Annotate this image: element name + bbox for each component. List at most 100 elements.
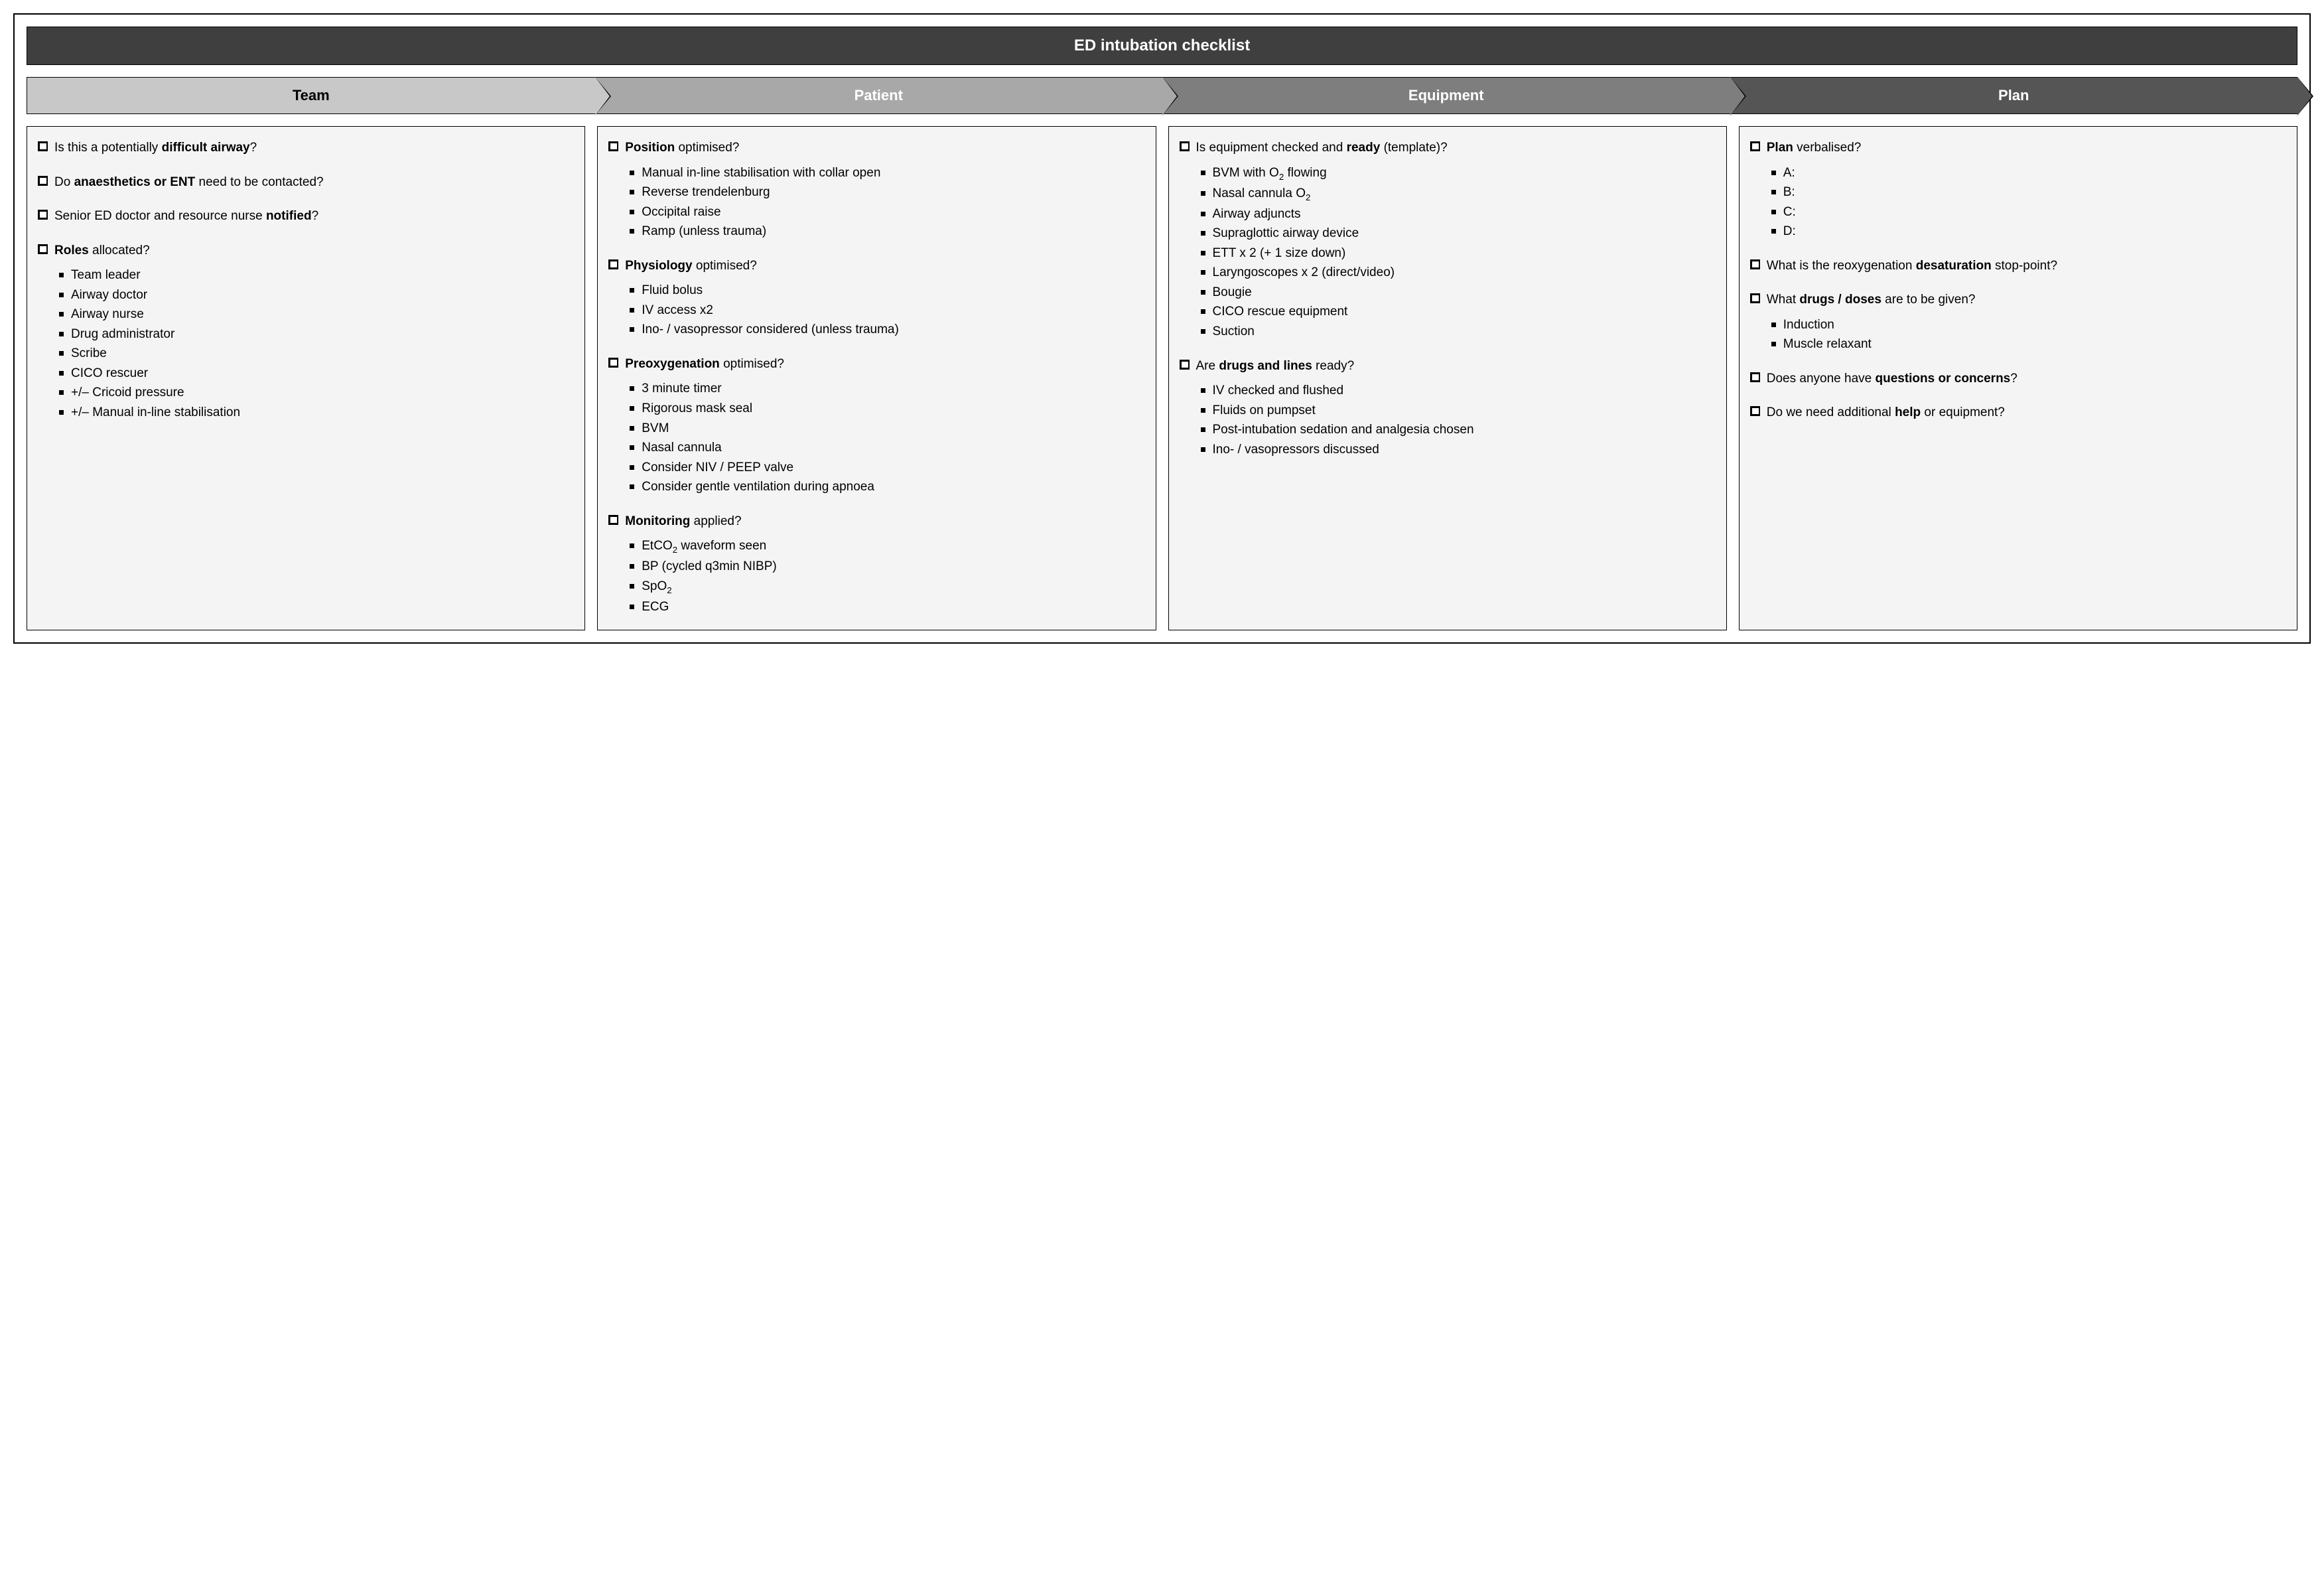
sub-list-item: Scribe: [59, 344, 574, 363]
columns-container: Is this a potentially difficult airway? D…: [27, 126, 2297, 630]
chevron-row: Team Patient Equipment Plan: [27, 77, 2297, 114]
checkbox-icon[interactable]: [38, 244, 48, 254]
sub-list-item: Airway doctor: [59, 286, 574, 305]
checkbox-icon[interactable]: [38, 141, 48, 151]
checklist-item: Does anyone have questions or concerns?: [1750, 370, 2286, 388]
sub-list-item: D:: [1771, 222, 2286, 241]
column-plan: Plan verbalised? A:B:C:D: What is the reox…: [1739, 126, 2297, 630]
sub-list-item: Drug administrator: [59, 325, 574, 344]
checklist-item: Position optimised?: [608, 139, 1144, 157]
checkbox-icon[interactable]: [608, 141, 618, 151]
sub-list-item: CICO rescue equipment: [1201, 303, 1716, 321]
checklist-item-text: Roles allocated?: [54, 242, 574, 260]
sub-list: IV checked and flushedFluids on pumpsetP…: [1201, 382, 1716, 459]
checkbox-icon[interactable]: [38, 176, 48, 186]
sub-list-item: EtCO2 waveform seen: [630, 537, 1144, 556]
sub-list: A:B:C:D:: [1771, 164, 2286, 241]
checklist-item: Physiology optimised?: [608, 257, 1144, 275]
sub-list: 3 minute timerRigorous mask sealBVMNasal…: [630, 380, 1144, 496]
checklist-item-text: Plan verbalised?: [1767, 139, 2286, 157]
sub-list-item: Suction: [1201, 323, 1716, 341]
title-bar: ED intubation checklist: [27, 27, 2297, 65]
sub-list-item: A:: [1771, 164, 2286, 182]
checklist-item-text: Physiology optimised?: [625, 257, 1144, 275]
checklist-frame: ED intubation checklist Team Patient Equ…: [13, 13, 2311, 644]
sub-list-item: Airway nurse: [59, 305, 574, 324]
checklist-item: Do anaesthetics or ENT need to be contac…: [38, 173, 574, 192]
sub-list-item: Rigorous mask seal: [630, 399, 1144, 418]
checklist-item-text: Senior ED doctor and resource nurse noti…: [54, 207, 574, 226]
sub-list-item: Post-intubation sedation and analgesia c…: [1201, 421, 1716, 439]
checklist-item: Plan verbalised?: [1750, 139, 2286, 157]
checklist-item-text: Are drugs and lines ready?: [1196, 357, 1716, 376]
checklist-item: Are drugs and lines ready?: [1180, 357, 1716, 376]
sub-list: Fluid bolusIV access x2Ino- / vasopresso…: [630, 281, 1144, 339]
checklist-item-text: Is equipment checked and ready (template…: [1196, 139, 1716, 157]
sub-list-item: Ramp (unless trauma): [630, 222, 1144, 241]
checklist-item-text: Monitoring applied?: [625, 512, 1144, 531]
checklist-item: Preoxygenation optimised?: [608, 355, 1144, 374]
sub-list-item: +/– Manual in-line stabilisation: [59, 403, 574, 422]
sub-list-item: BVM: [630, 419, 1144, 438]
sub-list: InductionMuscle relaxant: [1771, 316, 2286, 354]
sub-list-item: BVM with O2 flowing: [1201, 164, 1716, 183]
checkbox-icon[interactable]: [1180, 360, 1190, 370]
sub-list-item: Fluid bolus: [630, 281, 1144, 300]
checkbox-icon[interactable]: [608, 515, 618, 525]
chevron-label: Team: [293, 87, 330, 104]
sub-list-item: Reverse trendelenburg: [630, 183, 1144, 202]
checklist-item: Roles allocated?: [38, 242, 574, 260]
checkbox-icon[interactable]: [38, 210, 48, 220]
sub-list-item: B:: [1771, 183, 2286, 202]
sub-list-item: Nasal cannula O2: [1201, 184, 1716, 204]
sub-list-item: Nasal cannula: [630, 439, 1144, 457]
sub-list-item: Manual in-line stabilisation with collar…: [630, 164, 1144, 182]
checkbox-icon[interactable]: [608, 358, 618, 368]
checklist-item-text: Do anaesthetics or ENT need to be contac…: [54, 173, 574, 192]
sub-list-item: IV checked and flushed: [1201, 382, 1716, 400]
sub-list-item: Ino- / vasopressors discussed: [1201, 441, 1716, 459]
sub-list-item: BP (cycled q3min NIBP): [630, 557, 1144, 576]
sub-list-item: Induction: [1771, 316, 2286, 334]
checklist-item: Do we need additional help or equipment?: [1750, 403, 2286, 422]
column-team: Is this a potentially difficult airway? D…: [27, 126, 585, 630]
sub-list: Manual in-line stabilisation with collar…: [630, 164, 1144, 241]
chevron-label: Patient: [854, 87, 903, 104]
sub-list-item: Consider gentle ventilation during apnoe…: [630, 478, 1144, 496]
sub-list: Team leaderAirway doctorAirway nurseDrug…: [59, 266, 574, 421]
checklist-item: What is the reoxygenation desaturation s…: [1750, 257, 2286, 275]
checklist-item: Senior ED doctor and resource nurse noti…: [38, 207, 574, 226]
sub-list-item: C:: [1771, 203, 2286, 222]
sub-list-item: CICO rescuer: [59, 364, 574, 383]
sub-list-item: Muscle relaxant: [1771, 335, 2286, 354]
checkbox-icon[interactable]: [1180, 141, 1190, 151]
chevron-plan: Plan: [1730, 77, 2298, 114]
checkbox-icon[interactable]: [608, 259, 618, 269]
chevron-patient: Patient: [595, 77, 1163, 114]
checklist-item-text: Do we need additional help or equipment?: [1767, 403, 2286, 422]
sub-list-item: Occipital raise: [630, 203, 1144, 222]
sub-list-item: Consider NIV / PEEP valve: [630, 459, 1144, 477]
sub-list-item: Laryngoscopes x 2 (direct/video): [1201, 263, 1716, 282]
checklist-item-text: What is the reoxygenation desaturation s…: [1767, 257, 2286, 275]
checklist-item-text: Position optimised?: [625, 139, 1144, 157]
checkbox-icon[interactable]: [1750, 406, 1760, 416]
sub-list-item: 3 minute timer: [630, 380, 1144, 398]
checklist-item: Monitoring applied?: [608, 512, 1144, 531]
checkbox-icon[interactable]: [1750, 259, 1760, 269]
sub-list-item: Fluids on pumpset: [1201, 401, 1716, 420]
chevron-equipment: Equipment: [1162, 77, 1730, 114]
column-equipment: Is equipment checked and ready (template…: [1168, 126, 1727, 630]
checklist-item: Is equipment checked and ready (template…: [1180, 139, 1716, 157]
checkbox-icon[interactable]: [1750, 141, 1760, 151]
checklist-item: Is this a potentially difficult airway?: [38, 139, 574, 157]
checkbox-icon[interactable]: [1750, 293, 1760, 303]
chevron-label: Equipment: [1408, 87, 1484, 104]
checkbox-icon[interactable]: [1750, 372, 1760, 382]
sub-list-item: Ino- / vasopressor considered (unless tr…: [630, 321, 1144, 339]
checklist-item-text: Does anyone have questions or concerns?: [1767, 370, 2286, 388]
checklist-item-text: What drugs / doses are to be given?: [1767, 291, 2286, 309]
sub-list: BVM with O2 flowingNasal cannula O2Airwa…: [1201, 164, 1716, 341]
chevron-team: Team: [27, 77, 595, 114]
sub-list-item: Airway adjuncts: [1201, 205, 1716, 224]
